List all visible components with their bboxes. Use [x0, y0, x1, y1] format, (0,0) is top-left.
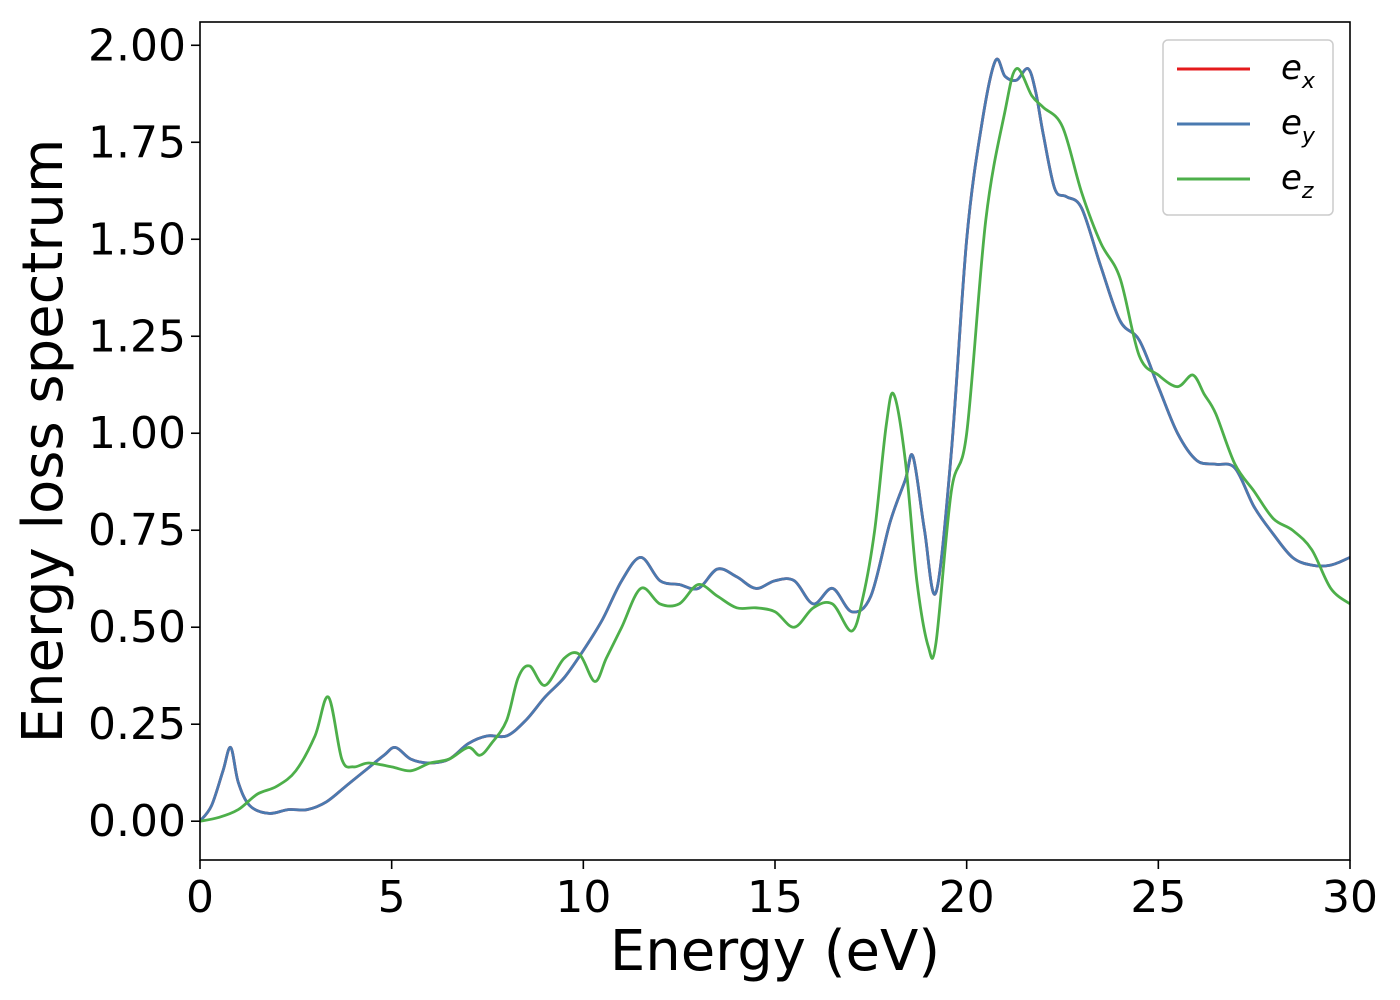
- y-tick-label: 0.50: [88, 602, 186, 653]
- series-line-ey: [200, 57, 1350, 823]
- y-axis-title: Energy loss spectrum: [11, 139, 76, 744]
- x-tick-label: 5: [378, 872, 406, 923]
- series-layer: [200, 57, 1350, 823]
- series-line-ez: [200, 67, 1350, 823]
- y-tick-label: 1.50: [88, 214, 186, 265]
- x-tick-label: 25: [1130, 872, 1186, 923]
- x-axis-title: Energy (eV): [610, 919, 940, 984]
- legend-label-ez: ez: [1281, 158, 1314, 204]
- x-tick-label: 0: [186, 872, 214, 923]
- y-ticks: 0.00 0.25 0.50 0.75 1.00 1.25 1.50 1.75 2.00: [88, 20, 200, 847]
- plot-area-background: [200, 22, 1350, 860]
- y-tick-label: 1.25: [88, 311, 186, 362]
- legend-box: [1162, 39, 1334, 216]
- y-tick-label: 1.00: [88, 408, 186, 459]
- y-tick-label: 1.75: [88, 117, 186, 168]
- y-tick-label: 0.25: [88, 699, 186, 750]
- x-tick-label: 15: [747, 872, 803, 923]
- x-tick-label: 20: [939, 872, 995, 923]
- y-tick-label: 2.00: [88, 20, 186, 71]
- legend-label-ex: ex: [1281, 48, 1316, 94]
- legend-label-ey: ey: [1281, 103, 1316, 149]
- legend: ex ey ez: [1162, 39, 1334, 216]
- y-tick-label: 0.75: [88, 505, 186, 556]
- x-tick-label: 10: [555, 872, 611, 923]
- legend-items: ex ey ez: [1177, 48, 1316, 204]
- x-ticks: 0 5 10 15 20 25 30: [186, 860, 1378, 923]
- x-tick-label: 30: [1322, 872, 1378, 923]
- y-tick-label: 0.00: [88, 796, 186, 847]
